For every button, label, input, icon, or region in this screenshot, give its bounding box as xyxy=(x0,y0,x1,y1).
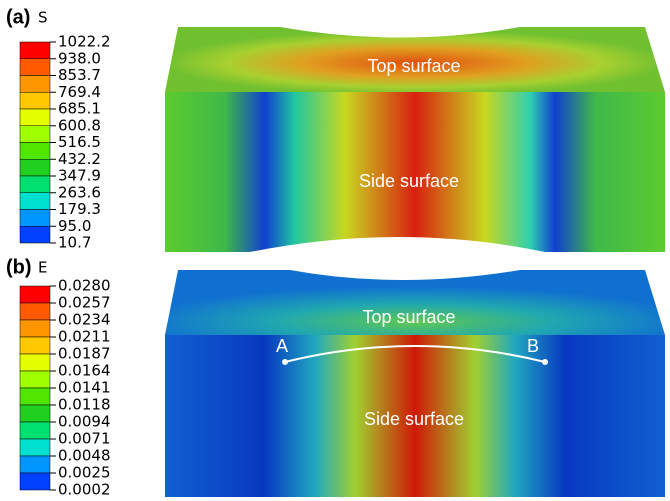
legend-label: 0.0071 xyxy=(58,430,111,448)
legend-band xyxy=(20,422,50,439)
legend-label: 0.0002 xyxy=(58,481,111,498)
legend-band xyxy=(20,388,50,405)
annotation: B xyxy=(527,336,539,356)
legend-label: 516.5 xyxy=(58,133,101,151)
annotation: Top surface xyxy=(362,307,455,327)
legend-band xyxy=(20,76,50,93)
legend-band xyxy=(20,143,50,160)
legend-band xyxy=(20,354,50,371)
legend-band xyxy=(20,337,50,354)
legend-label: 179.3 xyxy=(58,200,101,218)
annotation: Side surface xyxy=(364,409,464,429)
legend-band xyxy=(20,226,50,243)
legend-label: 769.4 xyxy=(58,83,101,101)
legend-band xyxy=(20,92,50,109)
legend-label: 0.0141 xyxy=(58,379,111,397)
panel-b-model xyxy=(165,270,665,497)
legend-label: 0.0094 xyxy=(58,413,111,431)
legend-band xyxy=(20,286,50,303)
legend-band xyxy=(20,320,50,337)
legend-band xyxy=(20,210,50,227)
legend-band xyxy=(20,193,50,210)
legend-band xyxy=(20,439,50,456)
annotation: Top surface xyxy=(367,56,460,76)
annotation: Side surface xyxy=(359,171,459,191)
legend-label: 853.7 xyxy=(58,66,101,84)
legend-band xyxy=(20,159,50,176)
legend-label: 347.9 xyxy=(58,167,101,185)
legend-label: 0.0164 xyxy=(58,362,111,380)
legend-label: 0.0211 xyxy=(58,328,111,346)
legend-label: 0.0280 xyxy=(58,277,111,295)
figure: (a) S 1022.2938.0853.7769.4685.1600.8516.5… xyxy=(0,0,670,497)
legend-label: 0.0048 xyxy=(58,447,111,465)
legend-band xyxy=(20,109,50,126)
legend-band xyxy=(20,456,50,473)
legend-label: 95.0 xyxy=(58,217,91,235)
legend-variable: S xyxy=(38,9,48,27)
legend-label: 600.8 xyxy=(58,116,101,134)
legend-band xyxy=(20,371,50,388)
legend-band xyxy=(20,303,50,320)
annotation: A xyxy=(276,336,288,356)
legend-band xyxy=(20,473,50,490)
legend-label: 0.0234 xyxy=(58,311,111,329)
legend-label: 938.0 xyxy=(58,49,101,67)
legend-label: 1022.2 xyxy=(58,33,111,51)
point xyxy=(542,359,548,365)
point xyxy=(282,359,288,365)
legend-label: 10.7 xyxy=(58,234,91,252)
legend-band xyxy=(20,176,50,193)
legend-band xyxy=(20,126,50,143)
legend-label: 0.0187 xyxy=(58,345,111,363)
panel-label: (a) xyxy=(6,6,30,28)
legend-label: 0.0118 xyxy=(58,396,111,414)
panel-label: (b) xyxy=(6,256,32,278)
legend-band xyxy=(20,42,50,59)
legend-label: 0.0257 xyxy=(58,294,111,312)
legend-label: 685.1 xyxy=(58,100,101,118)
legend-label: 0.0025 xyxy=(58,464,111,482)
legend-label: 432.2 xyxy=(58,150,101,168)
legend-band xyxy=(20,59,50,76)
legend-band xyxy=(20,405,50,422)
legend-variable: E xyxy=(38,259,47,277)
legend-label: 263.6 xyxy=(58,183,101,201)
